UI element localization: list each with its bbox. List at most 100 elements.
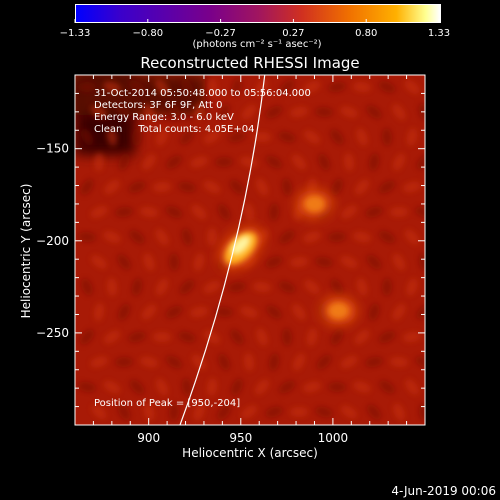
source-1-core xyxy=(304,195,325,212)
ripple-mark xyxy=(178,331,196,343)
ripple-mark xyxy=(328,231,346,243)
ripple-mark xyxy=(365,356,383,368)
ripple-mark xyxy=(241,104,257,120)
ripple-mark xyxy=(353,381,371,393)
ripple-mark xyxy=(253,131,271,143)
ripple-mark xyxy=(90,356,108,368)
ripple-mark xyxy=(217,203,231,221)
solar-limb xyxy=(179,75,266,425)
ripple-mark xyxy=(368,153,380,171)
ripple-mark xyxy=(265,406,283,418)
ripple-mark xyxy=(303,231,321,243)
ripple-mark xyxy=(131,278,143,296)
ripple-mark xyxy=(106,128,118,146)
ripple-mark xyxy=(367,404,381,420)
ripple-mark xyxy=(215,156,233,168)
ripple-mark xyxy=(331,178,343,196)
ripple-mark xyxy=(266,305,282,319)
ripple-mark xyxy=(354,179,370,195)
ripple-mark xyxy=(315,406,333,418)
ripple-mark xyxy=(381,278,393,296)
ripple-mark xyxy=(78,381,96,393)
ripple-mark xyxy=(166,155,182,169)
ripple-mark xyxy=(128,331,146,343)
ripple-mark xyxy=(379,380,395,394)
ripple-mark xyxy=(193,103,205,121)
colorbar-label: (photons cm⁻² s⁻¹ asec⁻²) xyxy=(192,39,322,50)
ripple-mark xyxy=(129,80,145,94)
ripple-mark xyxy=(243,203,255,221)
ripple-mark xyxy=(103,380,121,394)
colorbar-tick-label: −1.33 xyxy=(60,28,91,39)
colorbar-tick-label: 1.33 xyxy=(428,28,450,39)
ripple-mark xyxy=(406,128,418,146)
ripple-mark xyxy=(181,378,193,396)
ripple-mark xyxy=(229,179,245,195)
x-tick-label: 900 xyxy=(137,431,160,445)
colorbar-tick-label: −0.27 xyxy=(205,28,236,39)
ripple-mark xyxy=(378,81,396,93)
ripple-mark xyxy=(180,129,194,145)
ripple-mark xyxy=(115,206,133,218)
ripple-mark xyxy=(217,404,231,420)
ripple-mark xyxy=(116,104,132,120)
ripple-mark xyxy=(340,355,358,369)
ripple-mark xyxy=(140,206,158,218)
ripple-mark xyxy=(193,253,205,271)
ripple-mark xyxy=(190,306,208,318)
ripple-mark xyxy=(181,228,193,246)
ripple-mark xyxy=(117,403,131,421)
ripple-mark xyxy=(240,156,258,168)
chart-title: Reconstructed RHESSI Image xyxy=(140,54,360,72)
ripple-mark xyxy=(381,128,393,146)
ripple-mark xyxy=(81,278,93,296)
ripple-mark xyxy=(141,304,157,320)
ripple-mark xyxy=(306,328,318,346)
detectors-text: Detectors: 3F 6F 9F, Att 0 xyxy=(94,100,223,111)
ripple-mark xyxy=(404,229,420,245)
ripple-mark xyxy=(265,155,283,169)
ripple-mark xyxy=(103,81,121,93)
ripple-mark xyxy=(315,106,333,118)
ripple-mark xyxy=(231,78,243,96)
ripple-mark xyxy=(281,178,293,196)
ripple-mark xyxy=(354,329,370,345)
ripple-mark xyxy=(243,353,255,371)
colorbar xyxy=(75,4,441,23)
ripple-mark xyxy=(117,254,131,270)
ripple-mark xyxy=(290,406,308,418)
ripple-mark xyxy=(91,255,107,269)
ripple-mark xyxy=(265,105,283,119)
ripple-mark xyxy=(340,405,358,419)
ripple-mark xyxy=(278,131,296,143)
ripple-mark xyxy=(142,154,156,170)
ripple-mark xyxy=(304,279,320,295)
x-tick-label: 1000 xyxy=(318,431,349,445)
ripple-mark xyxy=(165,305,183,319)
ripple-mark xyxy=(78,231,96,243)
ripple-mark xyxy=(279,230,295,244)
ripple-mark xyxy=(179,279,195,295)
ripple-mark xyxy=(165,355,183,369)
ripple-mark xyxy=(292,353,306,371)
heatmap-image xyxy=(75,75,425,425)
ripple-mark xyxy=(281,328,293,346)
ripple-mark xyxy=(328,81,346,93)
ripple-mark xyxy=(106,278,118,296)
ripple-mark xyxy=(240,306,258,318)
ripple-mark xyxy=(155,79,169,95)
ripple-mark xyxy=(405,379,419,395)
source-2-core xyxy=(328,302,349,319)
source-peak xyxy=(231,235,251,255)
ripple-mark xyxy=(191,204,207,220)
ripple-mark xyxy=(155,278,169,296)
energy-range-text: Energy Range: 3.0 - 6.0 keV xyxy=(94,112,234,123)
colorbar-tick-label: 0.27 xyxy=(282,28,304,39)
ripple-mark xyxy=(80,128,94,146)
ripple-mark xyxy=(378,230,396,244)
ripple-mark xyxy=(228,131,246,143)
ripple-mark xyxy=(415,356,425,368)
ripple-mark xyxy=(253,281,271,293)
ripple-mark xyxy=(330,328,344,346)
ripple-mark xyxy=(404,79,420,95)
